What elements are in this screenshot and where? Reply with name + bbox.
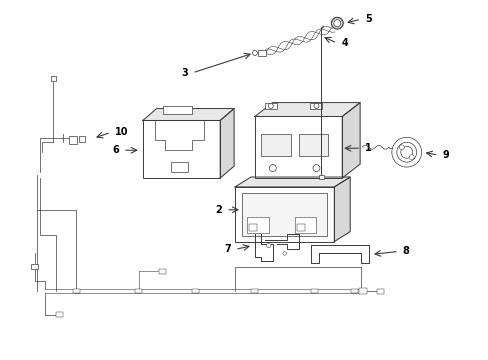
Text: 1: 1 <box>365 143 371 153</box>
Circle shape <box>333 20 340 27</box>
Polygon shape <box>254 103 359 117</box>
Bar <box>242 193 326 235</box>
Bar <box>358 288 366 294</box>
Polygon shape <box>334 177 349 242</box>
Bar <box>170 162 188 172</box>
Bar <box>251 289 258 293</box>
Text: 8: 8 <box>402 247 409 256</box>
Bar <box>294 217 316 233</box>
Bar <box>79 136 85 142</box>
Bar <box>73 289 80 293</box>
Text: 10: 10 <box>115 127 128 138</box>
Bar <box>50 76 56 81</box>
Bar <box>377 289 384 294</box>
Bar <box>310 289 317 293</box>
Polygon shape <box>220 109 234 178</box>
Text: 7: 7 <box>224 244 231 255</box>
Circle shape <box>268 103 273 108</box>
Circle shape <box>331 17 343 29</box>
Text: 9: 9 <box>442 150 448 160</box>
Bar <box>69 136 77 144</box>
Circle shape <box>313 103 318 108</box>
Circle shape <box>312 165 319 172</box>
Bar <box>246 217 268 233</box>
Bar <box>56 312 63 318</box>
Bar <box>264 103 276 109</box>
Circle shape <box>269 165 276 172</box>
Circle shape <box>399 145 404 150</box>
Bar <box>135 289 142 293</box>
Bar <box>159 269 166 274</box>
Text: 5: 5 <box>365 14 371 24</box>
Bar <box>191 289 199 293</box>
Text: 6: 6 <box>112 145 119 155</box>
Bar <box>298 134 327 156</box>
Text: 2: 2 <box>215 205 222 215</box>
Circle shape <box>252 50 257 55</box>
Polygon shape <box>142 109 234 121</box>
Bar <box>260 134 290 156</box>
Text: 3: 3 <box>182 68 188 78</box>
Polygon shape <box>342 103 359 178</box>
Bar <box>318 175 323 179</box>
Bar <box>257 50 265 57</box>
Text: 4: 4 <box>341 38 347 48</box>
Bar <box>248 224 256 231</box>
Bar <box>163 106 192 114</box>
Bar <box>235 187 334 242</box>
Circle shape <box>283 252 286 255</box>
Bar <box>31 264 38 269</box>
Bar <box>254 117 342 178</box>
Polygon shape <box>235 177 349 187</box>
Bar <box>310 103 322 109</box>
Circle shape <box>266 243 270 248</box>
Bar <box>142 121 220 178</box>
Bar <box>296 224 304 231</box>
Circle shape <box>408 155 413 159</box>
Bar <box>350 289 357 293</box>
